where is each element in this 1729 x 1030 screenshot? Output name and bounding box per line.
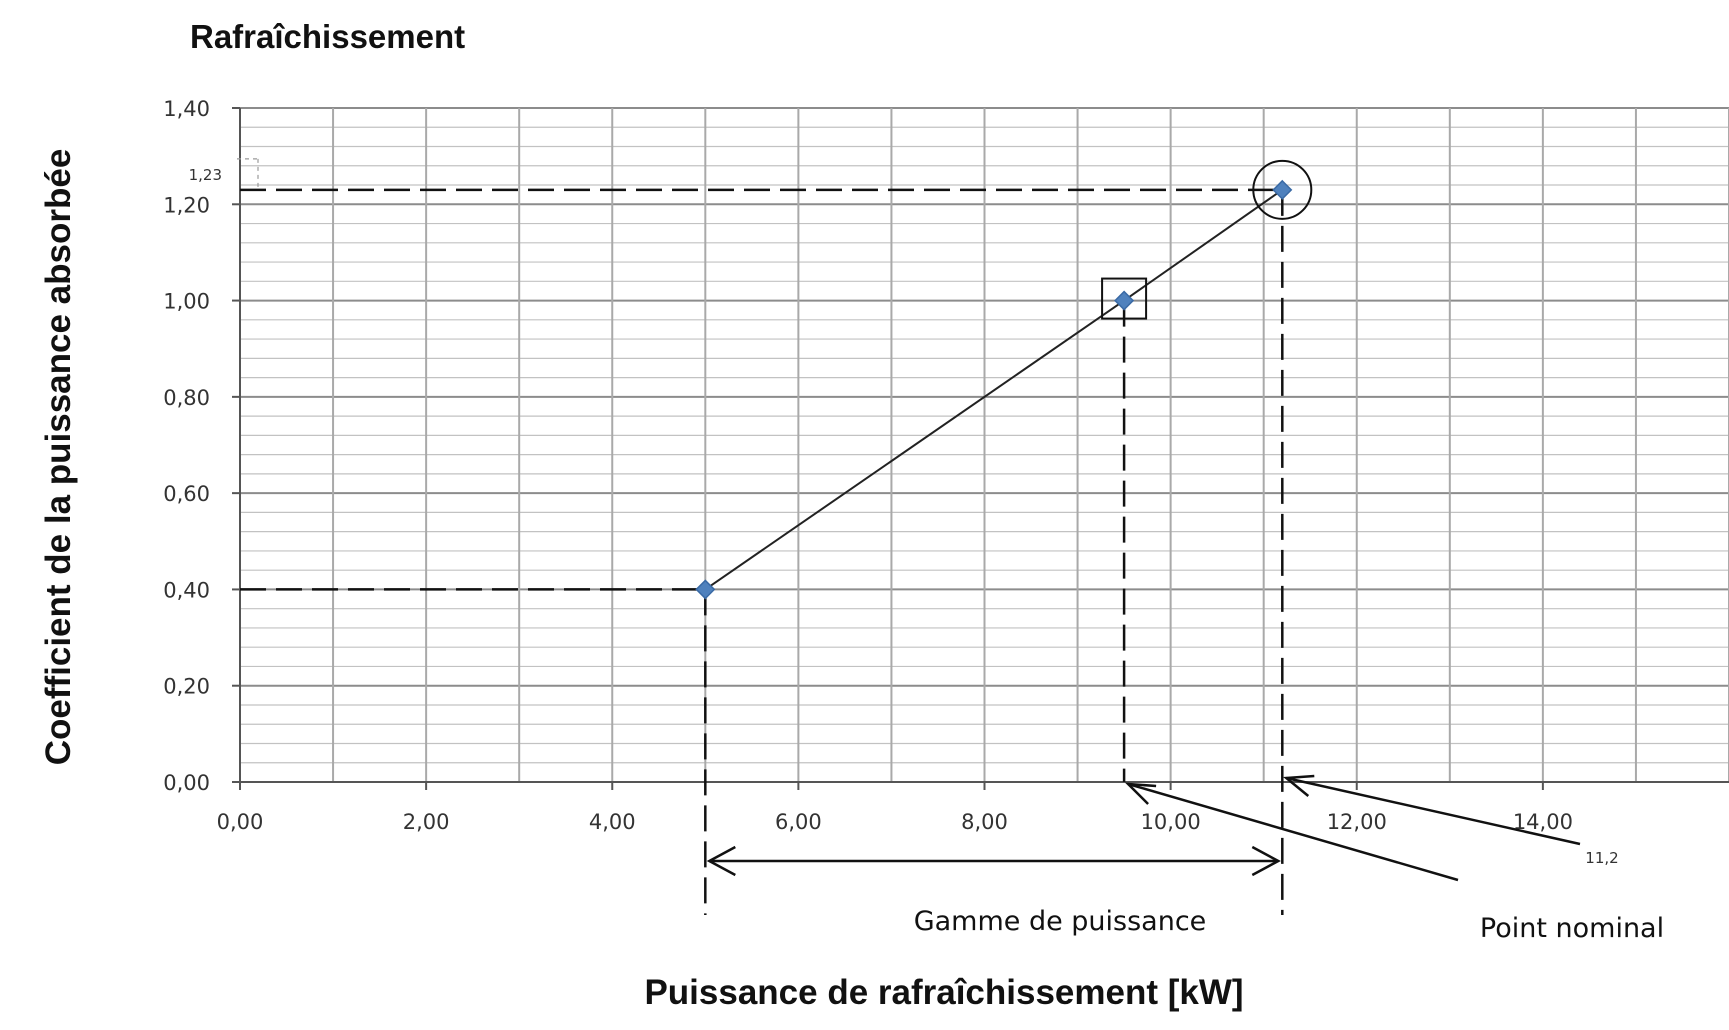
guide-lines — [237, 158, 1581, 915]
y-tick-label: 1,20 — [163, 193, 210, 217]
x-tick-label: 4,00 — [589, 810, 636, 834]
grid — [239, 107, 1729, 783]
x-marker-label: 11,2 — [1585, 849, 1618, 867]
pointer-arrow-nominal — [1286, 776, 1581, 846]
x-tick-label: 8,00 — [961, 810, 1008, 834]
y-tick-label: 0,40 — [163, 578, 210, 602]
x-tick-label: 2,00 — [403, 810, 450, 834]
data-point — [695, 579, 716, 600]
pointer-arrow-head-mid — [1124, 782, 1157, 805]
x-tick-label: 6,00 — [775, 810, 822, 834]
pointer-arrow-mid — [1127, 782, 1459, 882]
y-tick-label: 0,80 — [163, 386, 210, 410]
highlight-circle — [1252, 159, 1313, 220]
y-tick-label: 1,40 — [163, 97, 210, 121]
data-point — [1272, 179, 1293, 200]
series-line — [704, 189, 1283, 591]
x-tick-label: 0,00 — [217, 810, 264, 834]
y-tick-label: 0,60 — [163, 482, 210, 506]
pointer-arrow-head-nominal — [1283, 774, 1315, 797]
range-arrow-head-right — [1251, 845, 1281, 877]
tick-labels: 0,00 0,20 0,40 0,60 0,80 1,00 1,20 1,40 0,00 2,00… — [163, 97, 1573, 834]
y-tick-label: 0,20 — [163, 675, 210, 699]
y-tick-label: 1,00 — [163, 290, 210, 314]
highlight-square — [1101, 277, 1148, 320]
x-axis-title: Puissance de rafraîchissement [kW] — [644, 973, 1243, 1012]
x-tick-label: 10,00 — [1141, 810, 1201, 834]
y-axis-title: Coefficient de la puissance absorbée — [39, 149, 78, 766]
y-tick-label: 0,00 — [163, 771, 210, 795]
nominal-label: Point nominal — [1480, 913, 1664, 944]
chart-title: Rafraîchissement — [190, 18, 465, 55]
y-marker-label: 1,23 — [189, 166, 222, 184]
x-tick-label: 12,00 — [1327, 810, 1387, 834]
axes — [232, 107, 1729, 790]
range-arrow-head-left — [706, 845, 736, 877]
range-label: Gamme de puissance — [914, 906, 1207, 937]
data-series — [695, 159, 1313, 600]
data-point — [1114, 290, 1135, 311]
